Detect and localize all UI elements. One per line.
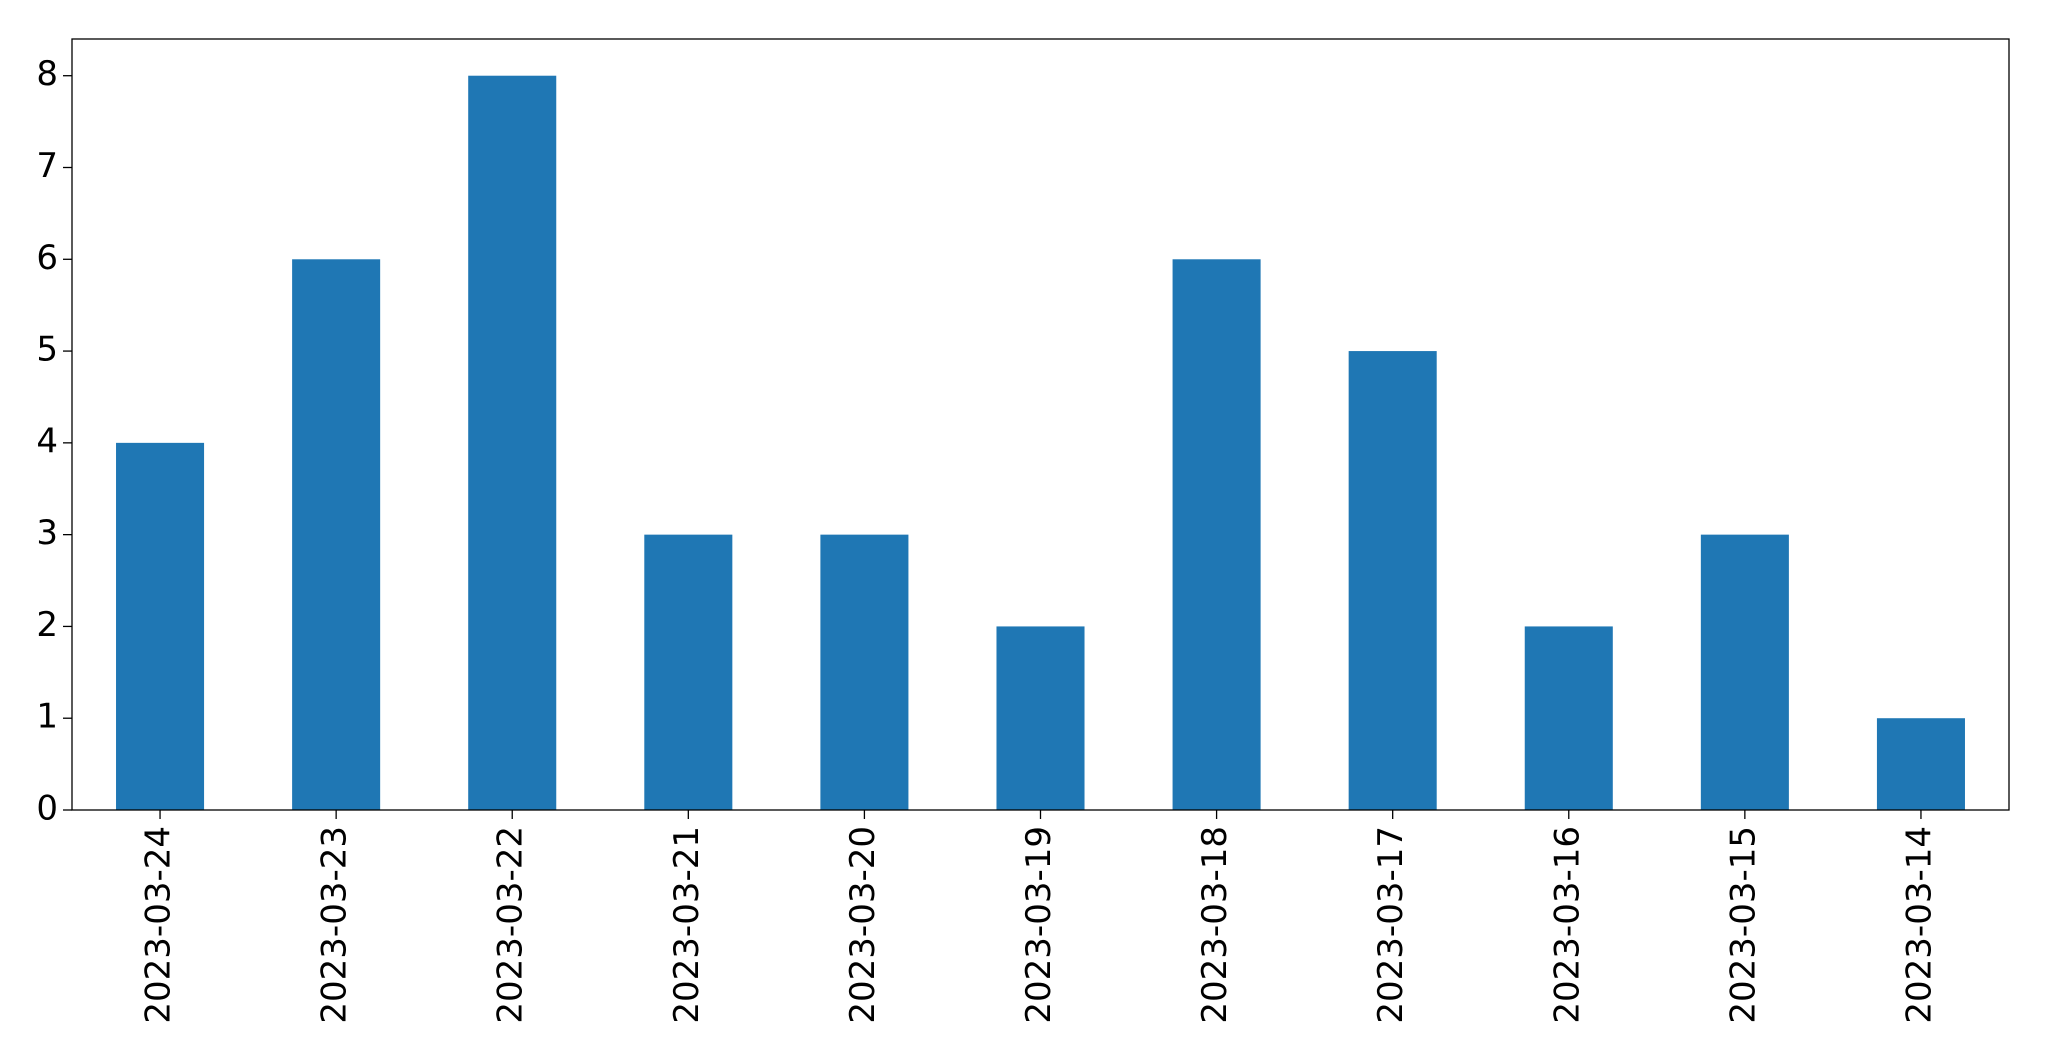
x-tick-label: 2023-03-16 <box>1547 826 1587 1024</box>
y-tick-label: 7 <box>36 146 58 186</box>
bar <box>292 259 381 810</box>
bar <box>1876 718 1965 810</box>
bar <box>644 534 733 810</box>
x-tick-label: 2023-03-24 <box>139 826 179 1024</box>
x-tick-label: 2023-03-15 <box>1723 826 1763 1024</box>
x-tick-label: 2023-03-19 <box>1019 826 1059 1024</box>
x-tick-label: 2023-03-23 <box>315 826 355 1024</box>
bar <box>116 442 205 810</box>
y-tick-label: 0 <box>36 789 58 829</box>
y-tick-label: 2 <box>36 605 58 645</box>
x-tick-label: 2023-03-14 <box>1899 826 1939 1024</box>
bar <box>1348 351 1437 810</box>
y-tick-label: 4 <box>36 421 58 461</box>
y-tick-label: 3 <box>36 513 58 553</box>
x-tick-label: 2023-03-21 <box>667 826 707 1024</box>
y-tick-label: 5 <box>36 330 58 370</box>
bar <box>820 534 909 810</box>
bar <box>1172 259 1261 810</box>
x-tick-label: 2023-03-17 <box>1371 826 1411 1024</box>
bar <box>468 75 557 810</box>
y-tick-label: 1 <box>36 697 58 737</box>
bar <box>1700 534 1789 810</box>
y-tick-label: 8 <box>36 54 58 94</box>
x-tick-label: 2023-03-22 <box>491 826 531 1024</box>
bar <box>1524 626 1613 810</box>
x-tick-label: 2023-03-20 <box>843 826 883 1024</box>
y-tick-label: 6 <box>36 238 58 278</box>
plot-frame <box>71 38 2010 811</box>
bar <box>996 626 1085 810</box>
x-tick-label: 2023-03-18 <box>1195 826 1235 1024</box>
